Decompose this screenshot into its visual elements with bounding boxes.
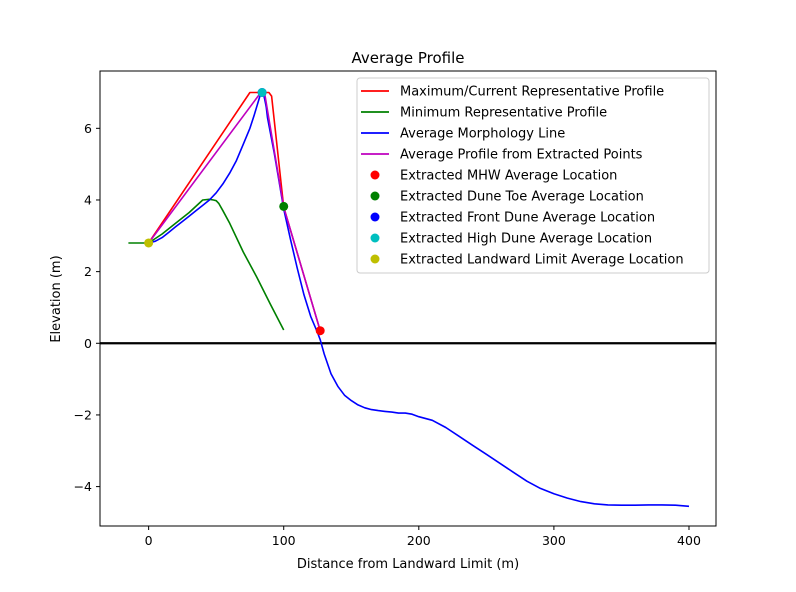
- y-tick-label: 4: [84, 192, 92, 207]
- x-tick-label: 0: [145, 533, 153, 548]
- y-tick-label: 0: [84, 336, 92, 351]
- y-axis-label: Elevation (m): [49, 255, 64, 342]
- legend-label-average-profile-from-extracted-points: Average Profile from Extracted Points: [400, 148, 643, 163]
- point-extracted-mhw-average-location: [315, 326, 325, 336]
- legend-swatch-extracted-high-dune-average-location: [370, 233, 380, 243]
- point-extracted-landward-limit-average-location: [144, 238, 154, 248]
- legend-box: [356, 77, 710, 274]
- x-tick-label: 100: [272, 533, 296, 548]
- legend-label-extracted-landward-limit-average-location: Extracted Landward Limit Average Locatio…: [400, 253, 684, 268]
- legend-label-extracted-mhw-average-location: Extracted MHW Average Location: [400, 169, 617, 184]
- legend-label-extracted-front-dune-average-location: Extracted Front Dune Average Location: [400, 211, 655, 226]
- legend-label-average-morphology-line: Average Morphology Line: [400, 127, 565, 142]
- legend-label-extracted-dune-toe-average-location: Extracted Dune Toe Average Location: [400, 190, 644, 205]
- y-tick-label: 6: [84, 121, 92, 136]
- legend-swatch-extracted-landward-limit-average-location: [370, 254, 380, 264]
- legend-label-extracted-high-dune-average-location: Extracted High Dune Average Location: [400, 232, 652, 247]
- plot-area: [100, 87, 716, 508]
- axes: 0 100 200 300 400 −4 −2 0 2 4 6: [74, 70, 717, 548]
- chart-title: Average Profile: [351, 49, 464, 67]
- legend-swatch-extracted-front-dune-average-location: [370, 212, 380, 222]
- y-tick-label: −2: [74, 407, 92, 422]
- y-tick-label: 2: [84, 264, 92, 279]
- y-tick-label: −4: [74, 479, 92, 494]
- axes-frame: [99, 70, 717, 527]
- legend-swatch-extracted-dune-toe-average-location: [370, 191, 380, 201]
- legend-label-maximum-current-representative-profile: Maximum/Current Representative Profile: [400, 85, 664, 100]
- x-tick-label: 300: [542, 533, 566, 548]
- x-tick-label: 200: [407, 533, 431, 548]
- legend: Maximum/Current Representative Profile Mi…: [356, 77, 710, 274]
- point-extracted-high-dune-average-location: [257, 87, 267, 97]
- legend-label-minimum-representative-profile: Minimum Representative Profile: [400, 106, 607, 121]
- series-line-minimum-representative-profile: [128, 198, 285, 331]
- legend-swatch-extracted-mhw-average-location: [370, 170, 380, 180]
- x-axis-label: Distance from Landward Limit (m): [297, 557, 519, 572]
- series-line-average-morphology-line: [148, 91, 690, 508]
- x-tick-label: 400: [677, 533, 701, 548]
- plot-content: [100, 87, 716, 508]
- point-extracted-dune-toe-average-location: [279, 201, 289, 211]
